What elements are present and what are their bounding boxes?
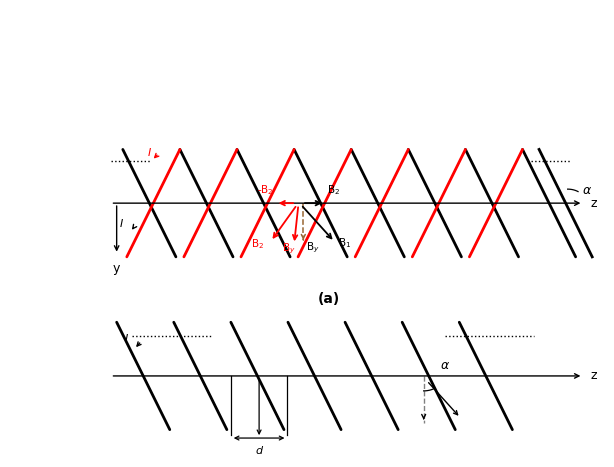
Text: α: α [441,359,449,372]
Text: -B$_2$: -B$_2$ [257,183,274,197]
Text: y: y [113,262,120,275]
Text: d: d [255,446,263,456]
Text: B$_1$: B$_1$ [338,237,352,250]
Text: I: I [147,148,151,158]
Text: (a): (a) [317,292,340,306]
Text: α: α [583,184,591,197]
Text: I: I [119,219,123,229]
Text: I: I [125,334,128,344]
Text: z: z [591,369,597,382]
Text: z: z [591,197,597,210]
Text: B$_y$: B$_y$ [282,241,296,256]
Text: B$_2$: B$_2$ [251,238,264,251]
Text: B$_y$: B$_y$ [306,240,320,255]
Text: B$_2$: B$_2$ [327,183,341,197]
